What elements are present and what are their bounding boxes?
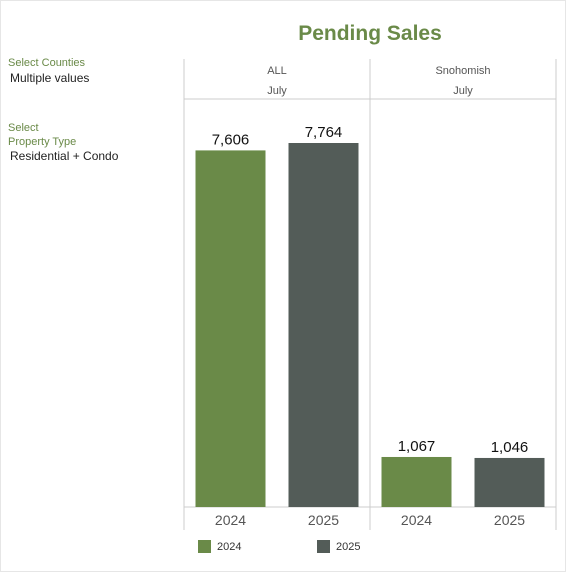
legend-label-2024: 2024 — [217, 540, 242, 553]
bar-all-2025 — [288, 143, 359, 507]
legend-item-2024[interactable]: 2024 — [198, 540, 241, 553]
property-type-filter-label-line1: Select — [8, 122, 39, 134]
panel-month-1: July — [453, 85, 473, 97]
legend-swatch-2025 — [317, 540, 330, 553]
chart-title: Pending Sales — [298, 22, 442, 45]
x-tick-label-0-1: 2025 — [308, 512, 339, 528]
legend-swatch-2024 — [198, 540, 211, 553]
x-tick-label-0-0: 2024 — [215, 512, 246, 528]
bar-snohomish-2024 — [381, 456, 452, 507]
counties-filter-value[interactable]: Multiple values — [10, 71, 90, 85]
property-type-filter-value[interactable]: Residential + Condo — [10, 149, 119, 163]
property-type-filter-label-line2: Property Type — [8, 136, 77, 148]
panel-region-1: Snohomish — [435, 65, 490, 77]
x-tick-label-1-1: 2025 — [494, 512, 525, 528]
data-label-snohomish-2024: 1,067 — [398, 438, 436, 455]
data-label-all-2025: 7,764 — [305, 124, 343, 141]
legend-item-2025[interactable]: 2025 — [317, 540, 360, 553]
bar-snohomish-2025 — [474, 457, 545, 507]
panel-region-0: ALL — [267, 65, 287, 77]
panel-month-0: July — [267, 85, 287, 97]
data-label-snohomish-2025: 1,046 — [491, 439, 529, 456]
x-tick-label-1-0: 2024 — [401, 512, 432, 528]
legend-label-2025: 2025 — [336, 540, 361, 553]
data-label-all-2024: 7,606 — [212, 131, 250, 148]
counties-filter-label: Select Counties — [8, 57, 86, 69]
bar-all-2024 — [195, 150, 266, 507]
